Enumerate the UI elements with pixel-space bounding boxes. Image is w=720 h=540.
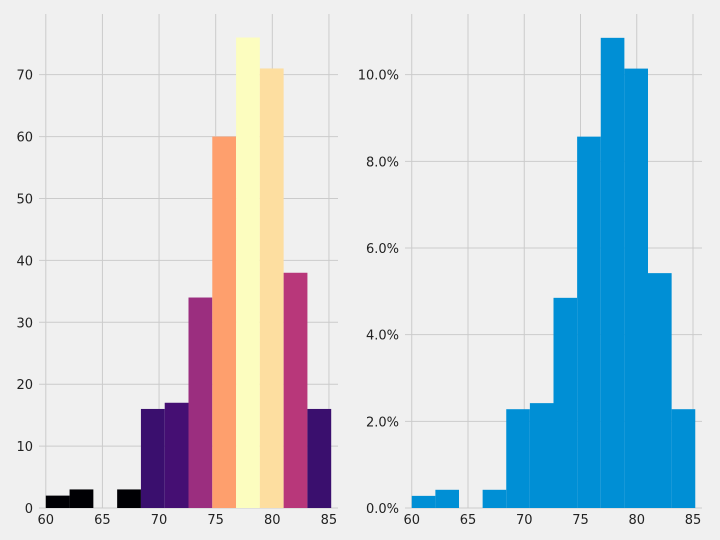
percent-y-tick-label: 0.0% [366, 502, 399, 517]
count-histogram-bar [164, 402, 189, 508]
count-x-tick-label: 75 [207, 513, 224, 528]
percent-x-tick-label: 85 [685, 513, 702, 528]
count-histogram-bar [236, 37, 260, 509]
percent-x-tick-label: 80 [628, 513, 645, 528]
percent-histogram-bar [435, 489, 460, 508]
percent-y-tick-label: 4.0% [366, 329, 399, 344]
percent-x-tick-label: 75 [572, 513, 589, 528]
count-x-tick-label: 70 [151, 513, 168, 528]
count-histogram-bar [307, 408, 332, 508]
percent-y-tick-label: 10.0% [358, 69, 399, 84]
count-histogram-bar [283, 272, 308, 508]
count-histogram-bar [45, 495, 70, 508]
count-x-tick-label: 85 [321, 513, 338, 528]
percent-histogram-bar [553, 297, 578, 508]
percent-histogram-bar [648, 273, 672, 508]
percent-histogram-bar [529, 403, 554, 508]
percent-y-tick-labels: 0.0% 2.0% 4.0% 6.0% 8.0% 10.0% [358, 69, 399, 517]
percent-y-tick-label: 8.0% [366, 155, 399, 170]
percent-histogram-bar [624, 68, 648, 508]
count-y-tick-label: 20 [16, 378, 33, 393]
percent-histogram-bar [482, 489, 507, 508]
count-y-tick-labels: 0 10 20 30 40 50 60 70 [16, 69, 33, 517]
count-x-tick-label: 80 [264, 513, 281, 528]
count-x-tick-label: 65 [94, 513, 111, 528]
percent-x-tick-label: 70 [516, 513, 533, 528]
count-histogram-bar [140, 408, 165, 508]
percent-histogram-bar [671, 409, 696, 508]
count-y-tick-label: 60 [16, 131, 33, 146]
percent-x-tick-label: 60 [403, 513, 420, 528]
count-histogram-bar [212, 136, 237, 508]
count-y-tick-label: 40 [16, 254, 33, 269]
count-histogram-bar [117, 489, 141, 508]
percent-histogram-bar [577, 136, 601, 508]
percent-y-tick-label: 2.0% [366, 415, 399, 430]
count-histogram-bar [259, 68, 284, 508]
count-histogram-bar [69, 489, 94, 508]
count-y-tick-label: 10 [16, 440, 33, 455]
percent-x-tick-labels: 60 65 70 75 80 85 [403, 513, 701, 528]
count-histogram-panel: 0 10 20 30 40 50 60 70 60 65 70 75 80 85 [16, 14, 338, 528]
percent-histogram-panel: 0.0% 2.0% 4.0% 6.0% 8.0% 10.0% 60 65 70 75 80 85 [358, 14, 702, 528]
percent-histogram-bar [600, 37, 625, 508]
count-x-tick-label: 60 [38, 513, 55, 528]
count-x-tick-labels: 60 65 70 75 80 85 [38, 513, 338, 528]
percent-bars [411, 37, 696, 508]
percent-y-tick-label: 6.0% [366, 242, 399, 257]
count-histogram-bar [188, 297, 213, 508]
percent-histogram-bar [411, 495, 436, 508]
count-y-tick-label: 70 [16, 69, 33, 84]
count-y-tick-label: 0 [25, 502, 33, 517]
count-y-tick-label: 50 [16, 192, 33, 207]
percent-x-tick-label: 65 [460, 513, 477, 528]
count-y-tick-label: 30 [16, 316, 33, 331]
count-bars [45, 37, 332, 509]
percent-histogram-bar [506, 409, 530, 508]
